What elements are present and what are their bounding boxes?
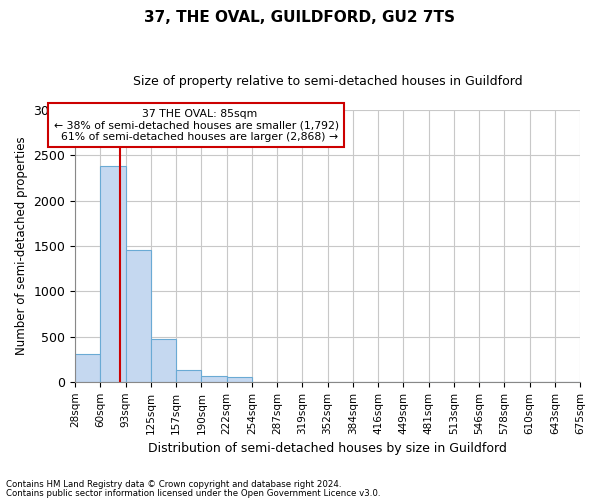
Bar bbox=[125, 250, 151, 382]
Text: 37, THE OVAL, GUILDFORD, GU2 7TS: 37, THE OVAL, GUILDFORD, GU2 7TS bbox=[145, 10, 455, 25]
Bar bbox=[75, 354, 100, 382]
Bar bbox=[151, 339, 176, 382]
Bar bbox=[227, 378, 252, 382]
Y-axis label: Number of semi-detached properties: Number of semi-detached properties bbox=[15, 136, 28, 355]
Title: Size of property relative to semi-detached houses in Guildford: Size of property relative to semi-detach… bbox=[133, 75, 523, 88]
Text: Contains public sector information licensed under the Open Government Licence v3: Contains public sector information licen… bbox=[6, 488, 380, 498]
Bar bbox=[100, 166, 125, 382]
Text: 37 THE OVAL: 85sqm
← 38% of semi-detached houses are smaller (1,792)
  61% of se: 37 THE OVAL: 85sqm ← 38% of semi-detache… bbox=[54, 109, 339, 142]
Bar bbox=[202, 376, 227, 382]
X-axis label: Distribution of semi-detached houses by size in Guildford: Distribution of semi-detached houses by … bbox=[148, 442, 507, 455]
Bar bbox=[176, 370, 202, 382]
Text: Contains HM Land Registry data © Crown copyright and database right 2024.: Contains HM Land Registry data © Crown c… bbox=[6, 480, 341, 489]
